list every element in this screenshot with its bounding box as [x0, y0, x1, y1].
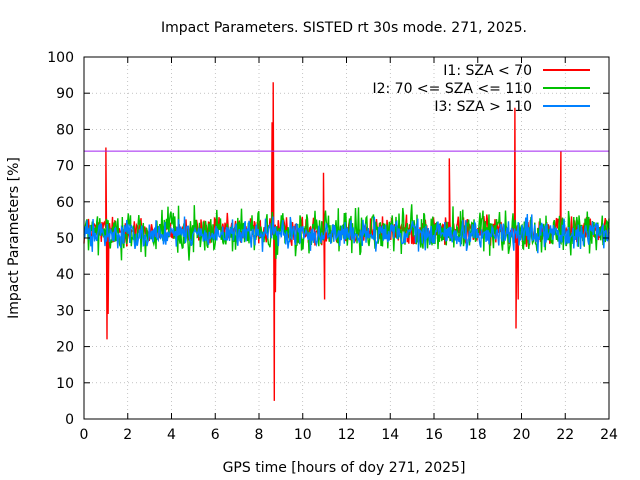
legend-label: I2: 70 <= SZA <= 110 [372, 81, 532, 97]
y-tick-label: 60 [56, 195, 74, 211]
y-tick-label: 80 [56, 122, 74, 138]
series-line-3 [83, 213, 610, 254]
y-tick-label: 100 [47, 50, 74, 66]
y-tick-label: 40 [56, 267, 74, 283]
y-tick-label: 0 [65, 412, 74, 428]
legend-label: I3: SZA > 110 [434, 99, 532, 115]
x-tick-label: 16 [425, 427, 443, 443]
x-tick-label: 12 [338, 427, 356, 443]
x-tick-label: 2 [123, 427, 132, 443]
y-tick-label: 10 [56, 376, 74, 392]
x-tick-label: 10 [294, 427, 312, 443]
x-tick-label: 24 [600, 427, 618, 443]
x-tick-label: 22 [556, 427, 574, 443]
x-tick-label: 14 [381, 427, 399, 443]
x-tick-label: 6 [211, 427, 220, 443]
legend: I1: SZA < 70 I2: 70 <= SZA <= 110 I3: SZA … [372, 63, 590, 115]
x-tick-label: 18 [469, 427, 487, 443]
y-tick-label: 90 [56, 86, 74, 102]
series-layer [83, 82, 610, 401]
y-axis-label: Impact Parameters [%] [6, 157, 22, 319]
y-tick-label: 70 [56, 159, 74, 175]
chart-title: Impact Parameters. SISTED rt 30s mode. 2… [161, 20, 527, 36]
y-tick-label: 30 [56, 303, 74, 319]
x-axis-label: GPS time [hours of doy 271, 2025] [223, 460, 466, 476]
legend-label: I1: SZA < 70 [443, 63, 532, 79]
x-tick-label: 0 [80, 427, 89, 443]
x-tick-label: 4 [167, 427, 176, 443]
y-tick-label: 50 [56, 231, 74, 247]
x-tick-label: 8 [255, 427, 264, 443]
axis-ticks: 0 2 4 6 8 10 12 14 16 18 20 22 240102030405060708090… [47, 50, 618, 443]
x-tick-label: 20 [513, 427, 531, 443]
y-tick-label: 20 [56, 340, 74, 356]
